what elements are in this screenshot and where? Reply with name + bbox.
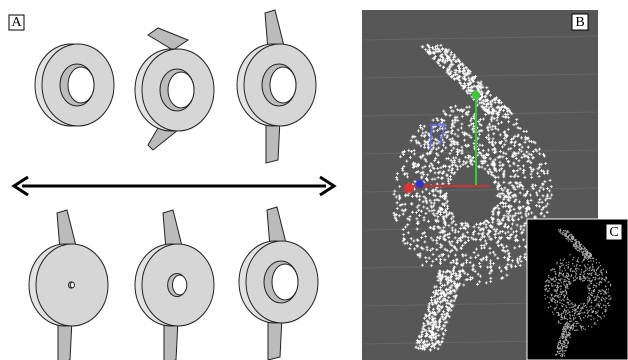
panel-label: C <box>609 225 618 240</box>
hole <box>173 275 187 295</box>
hole <box>68 67 94 103</box>
panel-label: A <box>11 15 22 30</box>
gizmo <box>472 91 480 99</box>
hole <box>168 72 194 108</box>
hole <box>270 67 296 103</box>
gizmo <box>416 180 424 188</box>
hole <box>272 264 298 300</box>
figure: A B C <box>0 0 628 360</box>
hole <box>71 282 75 287</box>
gizmo <box>404 183 414 193</box>
panel-a: A <box>9 10 334 360</box>
panel-c: C <box>527 219 628 360</box>
panel-label: B <box>575 15 584 30</box>
ring <box>35 44 114 126</box>
